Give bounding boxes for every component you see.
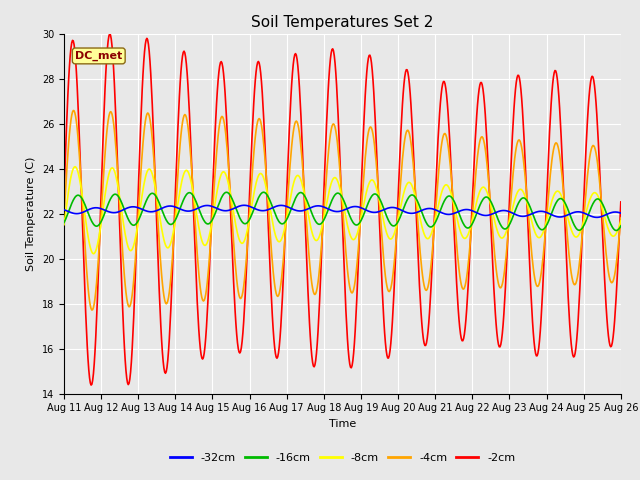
Y-axis label: Soil Temperature (C): Soil Temperature (C) [26, 156, 36, 271]
Title: Soil Temperatures Set 2: Soil Temperatures Set 2 [252, 15, 433, 30]
X-axis label: Time: Time [329, 419, 356, 429]
Text: DC_met: DC_met [75, 51, 122, 61]
Legend: -32cm, -16cm, -8cm, -4cm, -2cm: -32cm, -16cm, -8cm, -4cm, -2cm [165, 448, 520, 467]
